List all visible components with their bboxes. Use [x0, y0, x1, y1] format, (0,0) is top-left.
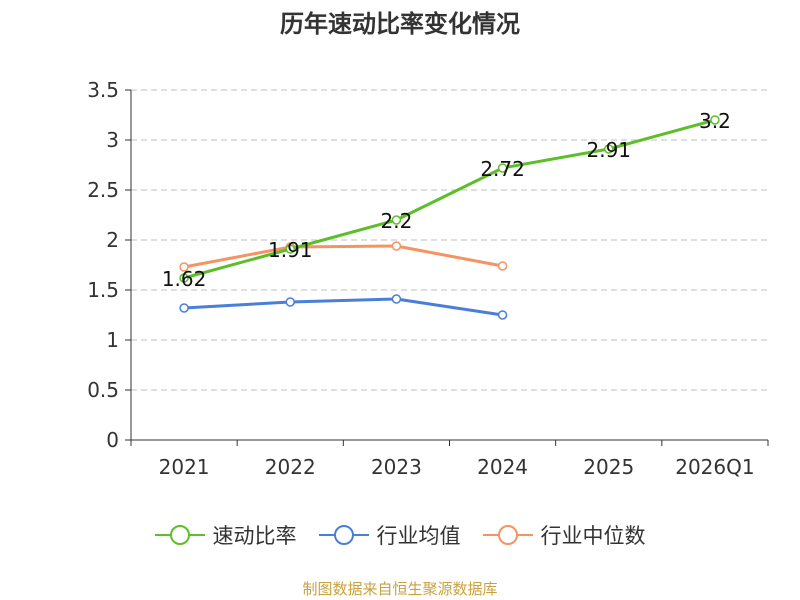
chart-title: 历年速动比率变化情况 [280, 10, 520, 38]
data-point [179, 262, 189, 272]
y-tick-label: 2.5 [87, 178, 119, 202]
x-tick-label: 2026Q1 [675, 455, 754, 479]
legend-item[interactable]: 速动比率 [154, 520, 297, 550]
series-line [183, 244, 503, 269]
data-point [391, 215, 402, 225]
data-point [497, 163, 508, 173]
series-line [183, 297, 503, 317]
data-point [391, 241, 402, 251]
data-label: 3.2 [699, 109, 731, 133]
x-tick-label: 2022 [265, 455, 316, 479]
y-tick-label: 0 [106, 428, 119, 452]
legend-item[interactable]: 行业均值 [318, 520, 461, 550]
x-tick-label: 2023 [371, 455, 422, 479]
y-tick-label: 1.5 [87, 278, 119, 302]
data-label: 2.2 [381, 209, 413, 233]
legend-marker-icon [482, 525, 533, 545]
data-label: 1.62 [162, 267, 207, 291]
legend-item[interactable]: 行业中位数 [482, 520, 646, 550]
data-label: 2.72 [480, 157, 525, 181]
y-tick-label: 0.5 [87, 378, 119, 402]
y-tick-label: 2 [106, 228, 119, 252]
legend-marker-icon [318, 525, 369, 545]
data-point [285, 244, 295, 254]
x-tick-label: 2025 [583, 455, 634, 479]
data-point [391, 294, 402, 304]
data-label: 1.91 [268, 238, 313, 262]
data-point [604, 144, 614, 154]
data-label: 2.91 [586, 138, 631, 162]
data-point [179, 273, 189, 283]
data-point [497, 261, 508, 271]
y-tick-label: 1 [106, 328, 119, 352]
chart-legend: 速动比率 行业均值 行业中位数 [0, 520, 800, 550]
y-tick-label: 3 [106, 128, 119, 152]
x-tick-label: 2024 [477, 455, 528, 479]
legend-marker-icon [154, 525, 205, 545]
y-tick-label: 3.5 [87, 78, 119, 102]
legend-label: 行业均值 [376, 524, 461, 548]
series-line [183, 118, 716, 280]
x-tick-label: 2021 [159, 455, 210, 479]
source-note: 制图数据来自恒生聚源数据库 [302, 580, 498, 598]
data-point [497, 310, 508, 320]
data-point [179, 303, 189, 313]
legend-label: 行业中位数 [540, 524, 646, 548]
legend-label: 速动比率 [212, 524, 297, 548]
data-point [710, 115, 720, 125]
data-point [285, 297, 295, 307]
